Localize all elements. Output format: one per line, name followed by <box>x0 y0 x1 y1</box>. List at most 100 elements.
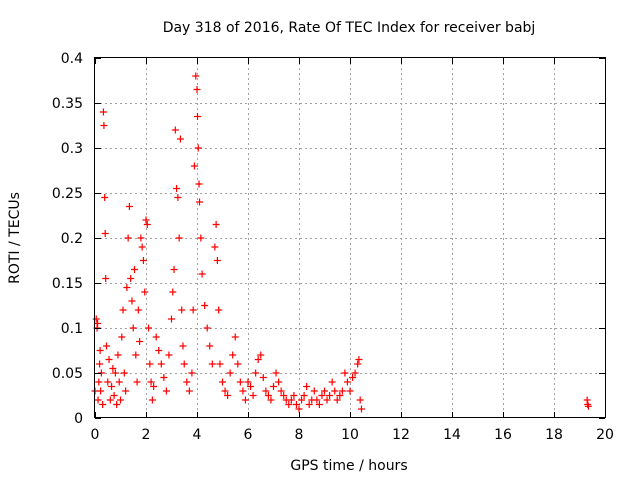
data-point <box>168 315 175 323</box>
data-point <box>104 378 112 386</box>
data-point <box>211 243 219 251</box>
x-tick-label: 10 <box>341 427 359 443</box>
y-tick-labels: 0 0.05 0.1 0.15 0.2 0.25 0.3 0.35 0.4 <box>52 51 83 427</box>
data-point <box>310 387 318 395</box>
x-tick-label: 6 <box>244 427 253 443</box>
data-point <box>105 356 113 363</box>
data-point <box>178 306 186 314</box>
x-tick-label: 2 <box>142 427 151 443</box>
x-tick-labels: 0 2 4 6 8 10 12 14 16 18 20 <box>91 427 614 443</box>
data-point <box>231 333 239 341</box>
data-point <box>328 378 336 386</box>
axis-ticks <box>95 58 606 419</box>
data-point <box>275 378 283 386</box>
data-point <box>183 378 191 386</box>
data-point <box>128 297 136 305</box>
data-point <box>131 266 139 273</box>
x-tick-label: 0 <box>91 427 100 443</box>
data-point <box>226 369 234 377</box>
data-point <box>298 396 306 404</box>
chart-title: Day 318 of 2016, Rate Of TEC Index for r… <box>163 20 536 36</box>
x-tick-label: 4 <box>193 427 202 443</box>
data-point <box>133 378 141 386</box>
data-point <box>165 351 173 359</box>
data-point <box>313 396 321 404</box>
data-point <box>95 378 103 386</box>
data-point <box>142 216 150 224</box>
y-tick-label: 0.3 <box>61 141 83 157</box>
data-point <box>124 234 132 242</box>
data-point <box>171 126 179 134</box>
y-tick-label: 0 <box>74 411 83 427</box>
data-point <box>96 347 104 354</box>
data-point <box>321 387 328 395</box>
data-point <box>206 342 214 350</box>
grid <box>95 58 605 418</box>
data-point <box>305 401 313 408</box>
x-tick-label: 18 <box>545 427 563 443</box>
data-point <box>239 387 247 395</box>
data-point <box>331 387 339 395</box>
data-point <box>354 360 362 368</box>
data-point <box>94 320 102 327</box>
x-axis-label: GPS time / hours <box>290 458 407 474</box>
data-point <box>114 351 122 359</box>
data-point <box>234 360 242 368</box>
data-point <box>115 378 123 386</box>
data-point <box>146 360 154 368</box>
data-point <box>295 405 303 413</box>
data-point <box>174 194 182 201</box>
data-point <box>215 306 223 314</box>
data-point <box>99 401 107 408</box>
data-point <box>351 369 359 377</box>
data-point <box>315 401 323 408</box>
data-point <box>198 270 206 278</box>
y-tick-label: 0.15 <box>52 276 83 292</box>
data-point <box>127 275 135 282</box>
data-point <box>264 392 272 399</box>
data-point <box>338 387 346 395</box>
y-axis-label: ROTI / TECUs <box>7 192 23 284</box>
data-point <box>189 306 197 314</box>
data-point <box>122 387 130 395</box>
y-tick-label: 0.25 <box>52 186 83 202</box>
data-point <box>92 315 100 323</box>
data-point <box>162 387 170 395</box>
data-point <box>143 221 151 228</box>
data-point <box>119 306 127 314</box>
data-point <box>357 405 365 413</box>
data-point <box>224 392 232 399</box>
data-point <box>152 333 160 341</box>
data-point <box>336 392 344 399</box>
y-tick-label: 0.4 <box>61 51 83 67</box>
data-point <box>100 122 108 129</box>
data-point <box>148 396 156 404</box>
data-point <box>254 356 262 363</box>
data-point <box>101 194 109 201</box>
data-point <box>195 180 203 188</box>
data-point <box>175 234 183 242</box>
data-point <box>300 392 308 399</box>
data-point <box>584 401 592 408</box>
data-point <box>106 396 114 404</box>
data-point <box>219 378 226 386</box>
data-point <box>341 369 349 377</box>
data-point <box>326 392 334 399</box>
data-point <box>244 378 252 386</box>
data-point <box>96 360 104 368</box>
data-point <box>192 72 200 80</box>
data-point <box>280 392 288 399</box>
data-point <box>173 185 181 192</box>
data-point <box>221 387 229 395</box>
data-point <box>252 369 260 377</box>
data-point <box>277 387 285 395</box>
data-point <box>356 396 364 404</box>
data-point <box>249 392 257 399</box>
data-point <box>129 324 137 332</box>
data-point <box>229 351 237 359</box>
data-point <box>257 351 265 359</box>
data-point <box>155 347 163 354</box>
x-tick-label: 16 <box>494 427 512 443</box>
data-point <box>203 324 211 332</box>
